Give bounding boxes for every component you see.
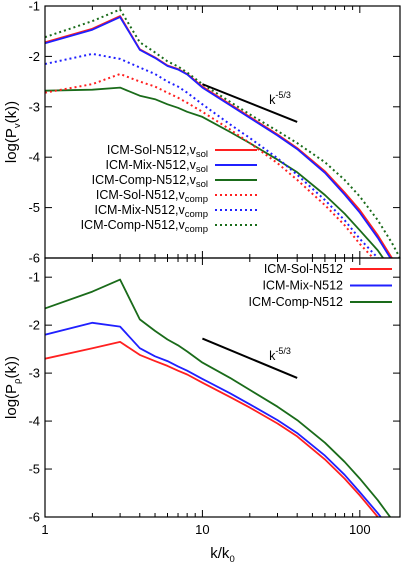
series-line-2 [45,86,385,258]
slope-reference-line [202,83,298,123]
slope-annotation-base: k [269,93,276,107]
series-line-3 [45,73,375,258]
series-line-1 [45,16,392,258]
slope-annotation-base: k [269,349,276,363]
x-tick-label: 10 [195,522,209,537]
series-line-2 [45,278,392,517]
legend-label: ICM-Comp-N512,vcomp [81,218,208,235]
slope-annotation-exponent: -5/3 [275,90,291,100]
legend-label: ICM-Mix-N512,vcomp [94,203,208,220]
legend-label: ICM-Comp-N512 [249,295,344,309]
slope-annotation: k-5/3 [269,346,291,363]
panel-bottom: -1 -2 -3 -4 -5 -61 10 100 k-5/3 log(Pρ(k)) k/k0 ICM… [3,257,401,564]
legend: ICM-Sol-N512,vsolICM-Mix-N512,vsolICM-Co… [81,143,257,235]
legend: ICM-Sol-N512 ICM-Mix-N512 ICM-Comp-N512 [249,262,392,309]
legend-label: ICM-Mix-N512 [262,279,343,293]
x-tick-label: 1 [41,522,48,537]
y-tick-label: -5 [28,200,40,215]
legend-item: ICM-Comp-N512,vsol [92,173,257,190]
y-tick-label: -4 [28,414,40,429]
legend-label: ICM-Mix-N512,vsol [106,158,208,175]
legend-label: ICM-Sol-N512,vsol [107,143,208,160]
x-tick-label: 100 [349,522,371,537]
y-tick-label: -5 [28,462,40,477]
legend-label: ICM-Sol-N512,vcomp [96,188,208,205]
y-tick-label: -6 [28,510,40,525]
slope-reference-line [202,337,298,379]
legend-label: ICM-Sol-N512 [264,262,343,276]
slope-annotation-exponent: -5/3 [275,346,291,356]
series-line-1 [45,321,382,517]
legend-item: ICM-Sol-N512,vsol [107,143,257,160]
series-line-4 [45,52,380,258]
series-group [45,278,392,517]
legend-item: ICM-Mix-N512,vsol [106,158,257,175]
legend-item: ICM-Mix-N512 [262,279,392,293]
y-axis-label: log(Pρ(k)) [3,356,23,419]
y-tick-label: -1 [28,270,40,285]
y-tick-label: -2 [28,49,40,64]
series-line-5 [45,8,400,258]
series-group [45,8,400,258]
y-tick-label: -2 [28,318,40,333]
y-tick-label: -3 [28,366,40,381]
series-line-0 [45,340,379,517]
y-tick-label: -6 [28,251,40,266]
x-axis-label: k/k0 [210,545,234,564]
y-tick-label: -1 [28,0,40,14]
y-tick-label: -4 [28,150,40,165]
y-tick-label: -3 [28,99,40,114]
legend-item: ICM-Comp-N512 [249,295,392,309]
legend-label: ICM-Comp-N512,vsol [92,173,208,190]
panel-top: -1 -2 -3 -4 -5 -6 k-5/3 log(Pv(k)) ICM-Sol-N512,… [3,0,401,266]
legend-item: ICM-Sol-N512 [264,262,392,276]
legend-item: ICM-Comp-N512,vcomp [81,218,257,235]
slope-annotation: k-5/3 [269,90,291,107]
y-axis-label: log(Pv(k)) [3,101,23,163]
legend-item: ICM-Sol-N512,vcomp [96,188,257,205]
panel-frame [44,257,401,518]
legend-item: ICM-Mix-N512,vcomp [94,203,257,220]
